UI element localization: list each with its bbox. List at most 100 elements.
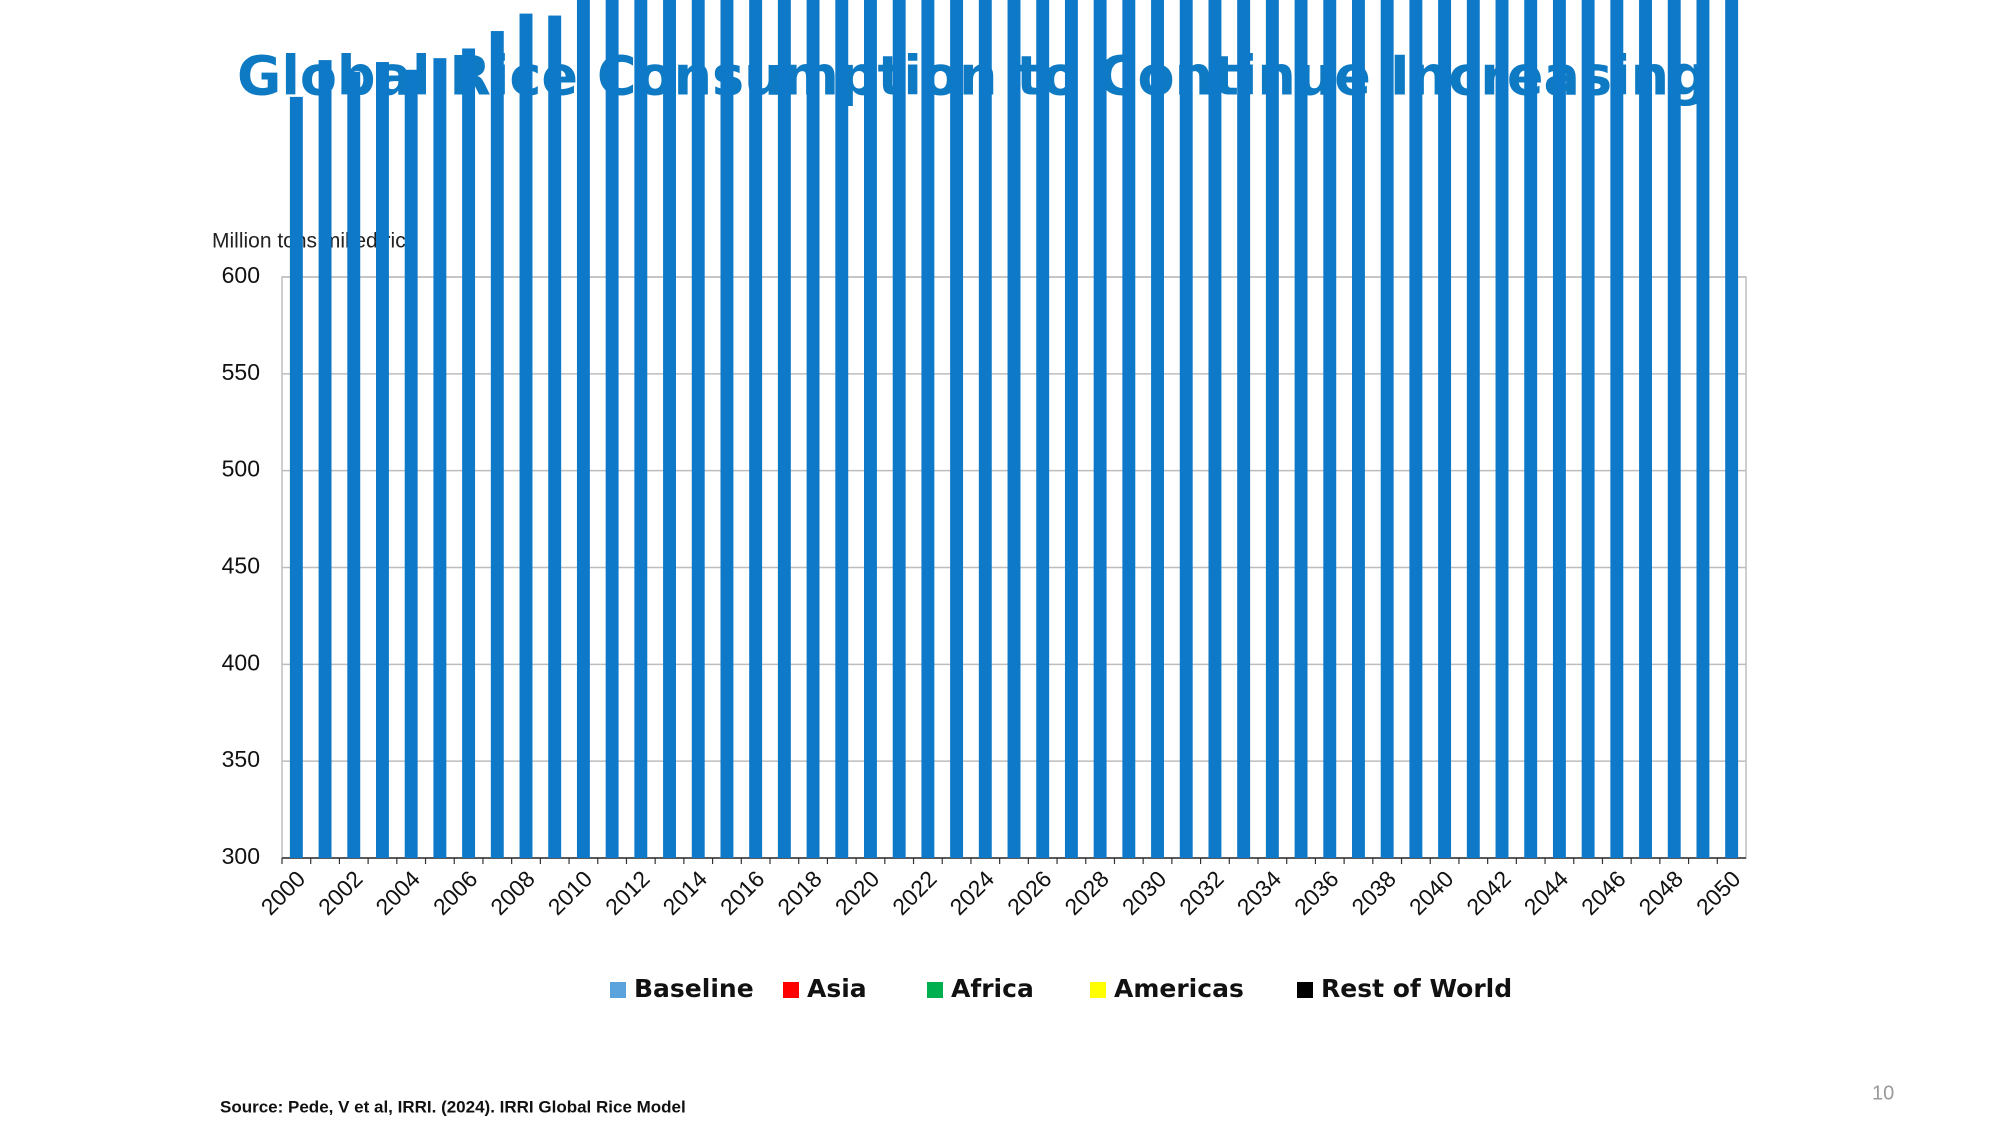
x-tick-label: 2016	[715, 865, 770, 920]
y-tick-label: 300	[222, 843, 260, 869]
bar-segment	[318, 60, 332, 859]
legend-swatch	[1297, 982, 1313, 998]
bar-segment	[1352, 0, 1365, 858]
bar-segment	[1265, 0, 1279, 858]
bar-segment	[978, 0, 992, 858]
bar-segment	[1667, 0, 1681, 858]
x-tick-label: 2024	[945, 865, 1000, 920]
x-tick-label: 2018	[772, 865, 827, 920]
bar-segment	[1064, 0, 1078, 858]
bar-segment	[519, 13, 533, 858]
bar-segment	[634, 0, 648, 858]
bar-segment	[462, 48, 476, 859]
x-tick-label: 2034	[1232, 865, 1287, 920]
bar-segment	[1208, 0, 1222, 858]
x-tick-label: 2050	[1691, 865, 1746, 920]
x-tick-label: 2030	[1117, 865, 1172, 920]
x-tick-label: 2002	[313, 865, 368, 920]
x-tick-label: 2008	[485, 865, 540, 920]
x-tick-label: 2042	[1461, 865, 1516, 920]
x-tick-label: 2022	[887, 865, 942, 920]
x-tick-label: 2032	[1174, 865, 1229, 920]
bar-segment	[950, 0, 964, 858]
x-tick-label: 2000	[256, 865, 311, 920]
legend-swatch	[610, 982, 626, 998]
bar-segment	[376, 62, 389, 858]
bar-segment	[1495, 0, 1509, 858]
legend-label: Africa	[951, 974, 1034, 1003]
x-tick-label: 2012	[600, 865, 655, 920]
bar-segment	[404, 69, 418, 858]
y-tick-label: 600	[222, 262, 260, 288]
bar-segment	[749, 0, 763, 859]
bar-segment	[1294, 0, 1308, 858]
x-tick-label: 2020	[830, 865, 885, 920]
bar-segment	[1639, 0, 1652, 858]
x-tick-label: 2014	[657, 865, 712, 920]
y-tick-label: 400	[222, 649, 260, 675]
page-number: 10	[1872, 1082, 1894, 1104]
source: Source: Pede, V et al, IRRI. (2024). IRR…	[220, 1097, 686, 1116]
bar-segment	[691, 0, 705, 858]
y-tick-label: 350	[222, 746, 260, 772]
x-tick-label: 2046	[1576, 865, 1631, 920]
bar-segment	[1552, 0, 1566, 858]
y-tick-label: 450	[222, 553, 260, 579]
bar-segment	[1696, 0, 1710, 858]
legend-swatch	[927, 982, 943, 998]
bar-segment	[892, 0, 906, 858]
bar-segment	[720, 0, 734, 859]
bar-segment	[663, 0, 676, 859]
legend-swatch	[783, 982, 799, 998]
y-tick-label: 500	[222, 456, 260, 482]
bar-segment	[921, 0, 935, 858]
legend-label: Americas	[1114, 974, 1244, 1003]
bar-segment	[347, 71, 361, 859]
bar-segment	[1323, 0, 1337, 858]
bar-segment	[1725, 0, 1739, 858]
x-tick-label: 2044	[1519, 865, 1574, 920]
x-tick-label: 2026	[1002, 865, 1057, 920]
bar-segment	[1237, 0, 1251, 858]
x-tick-label: 2040	[1404, 865, 1459, 920]
bar-segment	[777, 0, 791, 859]
chart-title: Global Rice Consumption to Continue Incr…	[237, 45, 1708, 108]
bar-segment	[1438, 0, 1452, 858]
x-tick-label: 2028	[1059, 865, 1114, 920]
legend-label: Asia	[807, 974, 867, 1003]
bar-segment	[1466, 0, 1480, 858]
x-tick-label: 2038	[1346, 865, 1401, 920]
bar-segment	[864, 0, 877, 858]
bar-segment	[1179, 0, 1193, 858]
bar-segment	[835, 0, 849, 859]
bar-segment	[1610, 0, 1624, 858]
legend-label: Rest of World	[1321, 974, 1512, 1003]
x-tick-label: 2004	[370, 865, 425, 920]
bar-segment	[806, 0, 820, 858]
bar-segment	[1380, 0, 1394, 858]
bar-segment	[548, 15, 562, 859]
x-tick-label: 2036	[1289, 865, 1344, 920]
bar-segment	[289, 96, 303, 858]
x-tick-label: 2010	[543, 865, 598, 920]
bar-segment	[490, 31, 504, 858]
bar-segment	[1409, 0, 1423, 858]
y-axis-label: Million tons milled rice	[212, 230, 417, 253]
x-tick-label: 2048	[1634, 865, 1689, 920]
bar-segment	[605, 0, 619, 859]
bar-segment	[576, 0, 590, 859]
bar-segment	[433, 58, 447, 858]
bar-segment	[1524, 0, 1538, 858]
bar-segment	[1122, 0, 1136, 858]
y-tick-label: 550	[222, 359, 260, 385]
x-tick-label: 2006	[428, 865, 483, 920]
bar-segment	[1036, 0, 1050, 858]
bar-segment	[1007, 0, 1021, 858]
bar-segment	[1093, 0, 1107, 858]
legend-swatch	[1090, 982, 1106, 998]
legend-label: Baseline	[634, 974, 754, 1003]
bar-segment	[1151, 0, 1164, 858]
bar-segment	[1581, 0, 1595, 858]
